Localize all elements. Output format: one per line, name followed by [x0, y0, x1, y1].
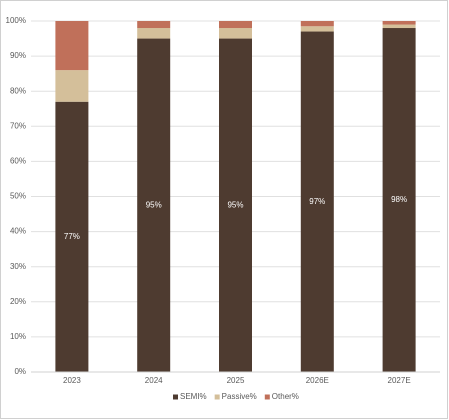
y-tick-label: 80%	[10, 86, 26, 95]
value-label: 98%	[391, 195, 407, 204]
y-tick-label: 10%	[10, 332, 26, 341]
legend-swatch	[214, 394, 220, 400]
bar-segment	[55, 101, 89, 372]
legend-label: Passive%	[222, 392, 257, 401]
bar-segment	[55, 70, 89, 102]
legend-label: Other%	[272, 392, 299, 401]
y-tick-label: 20%	[10, 297, 26, 306]
y-tick-label: 90%	[10, 51, 26, 60]
bar-segment	[137, 38, 171, 373]
x-tick-label: 2023	[63, 376, 81, 385]
bar-segment	[382, 21, 416, 25]
value-label: 77%	[64, 232, 80, 241]
legend-swatch	[173, 394, 178, 400]
bar-segment	[300, 21, 334, 27]
x-tick-label: 2025	[227, 376, 245, 385]
value-label: 97%	[309, 197, 325, 206]
value-label: 95%	[227, 200, 243, 209]
bar-segment	[137, 28, 171, 39]
value-label: 95%	[146, 200, 162, 209]
bar-segment	[219, 21, 252, 29]
y-tick-label: 50%	[10, 192, 26, 201]
y-tick-label: 70%	[10, 121, 26, 130]
bar-segment	[300, 26, 334, 32]
x-tick-label: 2027E	[388, 376, 411, 385]
y-tick-label: 0%	[14, 367, 26, 376]
y-tick-label: 100%	[6, 16, 26, 25]
bar-segment	[382, 24, 416, 29]
x-tick-label: 2026E	[306, 376, 329, 385]
y-tick-label: 40%	[10, 227, 26, 236]
y-tick-label: 60%	[10, 157, 26, 166]
bar-segment	[300, 31, 334, 373]
bar-segment	[382, 28, 416, 373]
x-tick-label: 2024	[145, 376, 163, 385]
y-tick-label: 30%	[10, 262, 26, 271]
legend-swatch	[264, 394, 270, 400]
bar-segment	[219, 38, 252, 373]
legend-label: SEMI%	[180, 392, 207, 401]
bar-segment	[55, 21, 89, 71]
bar-segment	[137, 21, 171, 29]
bar-segment	[219, 28, 252, 39]
